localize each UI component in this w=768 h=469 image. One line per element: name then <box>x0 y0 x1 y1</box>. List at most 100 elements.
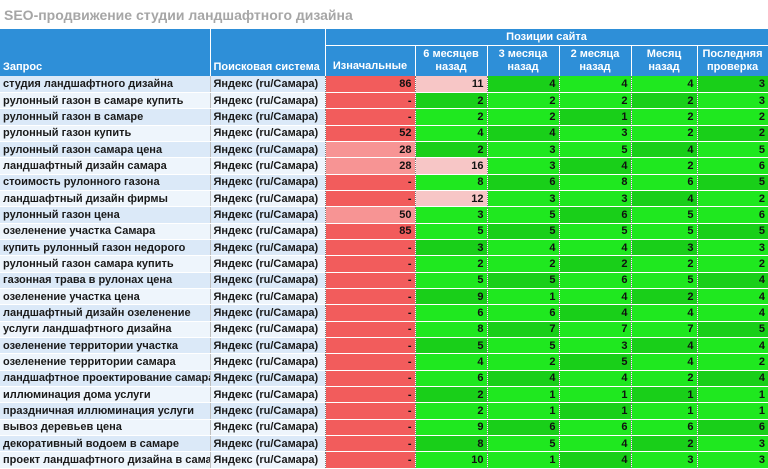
position-cell[interactable]: 5 <box>696 174 768 191</box>
position-cell[interactable]: 4 <box>696 370 768 388</box>
position-cell[interactable]: 2 <box>696 108 768 126</box>
position-cell[interactable]: 1 <box>486 402 559 420</box>
initial-cell[interactable]: - <box>324 288 415 306</box>
engine-cell[interactable]: Яндекс (ru/Самара) <box>209 304 325 322</box>
position-cell[interactable]: 4 <box>414 125 487 142</box>
position-cell[interactable]: 4 <box>696 272 768 289</box>
initial-cell[interactable]: - <box>324 304 415 322</box>
position-cell[interactable]: 8 <box>414 174 487 191</box>
position-cell[interactable]: 9 <box>414 419 487 437</box>
position-cell[interactable]: 3 <box>630 239 697 257</box>
position-cell[interactable]: 4 <box>486 239 559 257</box>
query-cell[interactable]: озеленение территории самара <box>0 353 210 371</box>
position-cell[interactable]: 3 <box>696 92 768 110</box>
position-cell[interactable]: 5 <box>558 223 631 240</box>
engine-cell[interactable]: Яндекс (ru/Самара) <box>209 370 325 388</box>
position-cell[interactable]: 7 <box>486 321 559 339</box>
position-cell[interactable]: 2 <box>696 255 768 273</box>
query-cell[interactable]: ландшафтный дизайн фирмы <box>0 190 210 208</box>
header-period[interactable]: 6 месяцев назад <box>415 45 488 76</box>
query-cell[interactable]: ландшафтный дизайн самара <box>0 157 210 175</box>
position-cell[interactable]: 4 <box>486 76 559 93</box>
query-cell[interactable]: рулонный газон в самаре купить <box>0 92 210 110</box>
position-cell[interactable]: 6 <box>558 419 631 437</box>
position-cell[interactable]: 2 <box>630 255 697 273</box>
position-cell[interactable]: 10 <box>414 451 487 469</box>
position-cell[interactable]: 5 <box>486 223 559 240</box>
position-cell[interactable]: 4 <box>486 370 559 388</box>
position-cell[interactable]: 4 <box>558 239 631 257</box>
initial-cell[interactable]: - <box>324 272 415 289</box>
header-period[interactable]: Последняя проверка <box>697 45 768 76</box>
position-cell[interactable]: 2 <box>630 125 697 142</box>
position-cell[interactable]: 4 <box>630 190 697 208</box>
engine-cell[interactable]: Яндекс (ru/Самара) <box>209 108 325 126</box>
engine-cell[interactable]: Яндекс (ru/Самара) <box>209 402 325 420</box>
header-query[interactable]: Запрос <box>0 29 211 76</box>
engine-cell[interactable]: Яндекс (ru/Самара) <box>209 451 325 469</box>
position-cell[interactable]: 4 <box>630 76 697 93</box>
position-cell[interactable]: 5 <box>486 206 559 224</box>
header-initial[interactable]: Изначальные <box>325 45 416 76</box>
engine-cell[interactable]: Яндекс (ru/Самара) <box>209 272 325 289</box>
query-cell[interactable]: озеленение территории участка <box>0 337 210 355</box>
position-cell[interactable]: 5 <box>696 223 768 240</box>
initial-cell[interactable]: - <box>324 419 415 437</box>
query-cell[interactable]: рулонный газон в самаре <box>0 108 210 126</box>
query-cell[interactable]: рулонный газон цена <box>0 206 210 224</box>
position-cell[interactable]: 2 <box>558 255 631 273</box>
position-cell[interactable]: 3 <box>630 451 697 469</box>
engine-cell[interactable]: Яндекс (ru/Самара) <box>209 255 325 273</box>
position-cell[interactable]: 2 <box>630 435 697 453</box>
position-cell[interactable]: 2 <box>414 141 487 159</box>
initial-cell[interactable]: 52 <box>324 125 415 142</box>
position-cell[interactable]: 2 <box>696 353 768 371</box>
position-cell[interactable]: 3 <box>558 190 631 208</box>
position-cell[interactable]: 4 <box>558 435 631 453</box>
position-cell[interactable]: 3 <box>486 157 559 175</box>
position-cell[interactable]: 2 <box>486 108 559 126</box>
position-cell[interactable]: 2 <box>558 92 631 110</box>
position-cell[interactable]: 2 <box>414 386 487 404</box>
position-cell[interactable]: 5 <box>558 353 631 371</box>
engine-cell[interactable]: Яндекс (ru/Самара) <box>209 92 325 110</box>
position-cell[interactable]: 12 <box>414 190 487 208</box>
position-cell[interactable]: 5 <box>696 321 768 339</box>
header-period[interactable]: 3 месяца назад <box>487 45 560 76</box>
position-cell[interactable]: 1 <box>558 402 631 420</box>
initial-cell[interactable]: - <box>324 239 415 257</box>
position-cell[interactable]: 4 <box>630 337 697 355</box>
position-cell[interactable]: 3 <box>696 239 768 257</box>
position-cell[interactable]: 8 <box>558 174 631 191</box>
position-cell[interactable]: 4 <box>558 288 631 306</box>
position-cell[interactable]: 2 <box>630 108 697 126</box>
engine-cell[interactable]: Яндекс (ru/Самара) <box>209 206 325 224</box>
position-cell[interactable]: 4 <box>696 288 768 306</box>
initial-cell[interactable]: - <box>324 321 415 339</box>
position-cell[interactable]: 4 <box>558 370 631 388</box>
position-cell[interactable]: 4 <box>414 353 487 371</box>
position-cell[interactable]: 3 <box>696 435 768 453</box>
position-cell[interactable]: 5 <box>414 272 487 289</box>
engine-cell[interactable]: Яндекс (ru/Самара) <box>209 321 325 339</box>
position-cell[interactable]: 2 <box>630 157 697 175</box>
position-cell[interactable]: 6 <box>486 174 559 191</box>
position-cell[interactable]: 6 <box>486 419 559 437</box>
query-cell[interactable]: рулонный газон самара купить <box>0 255 210 273</box>
position-cell[interactable]: 2 <box>486 255 559 273</box>
position-cell[interactable]: 6 <box>558 206 631 224</box>
position-cell[interactable]: 3 <box>696 76 768 93</box>
query-cell[interactable]: праздничная иллюминация услуги <box>0 402 210 420</box>
position-cell[interactable]: 2 <box>486 92 559 110</box>
position-cell[interactable]: 3 <box>696 451 768 469</box>
header-period[interactable]: 2 месяца назад <box>559 45 632 76</box>
query-cell[interactable]: рулонный газон купить <box>0 125 210 142</box>
position-cell[interactable]: 2 <box>630 92 697 110</box>
position-cell[interactable]: 5 <box>414 337 487 355</box>
initial-cell[interactable]: - <box>324 92 415 110</box>
query-cell[interactable]: ландшафтный дизайн озеленение <box>0 304 210 322</box>
position-cell[interactable]: 4 <box>486 125 559 142</box>
position-cell[interactable]: 6 <box>414 370 487 388</box>
position-cell[interactable]: 1 <box>630 386 697 404</box>
position-cell[interactable]: 1 <box>558 386 631 404</box>
